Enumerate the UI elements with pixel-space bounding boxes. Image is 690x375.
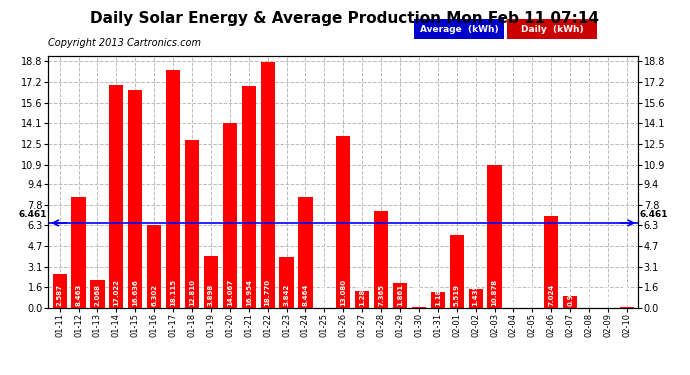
Text: 0.000: 0.000: [586, 284, 592, 306]
Bar: [393, 283, 407, 308]
Text: 1.861: 1.861: [397, 284, 403, 306]
Text: 8.464: 8.464: [302, 284, 308, 306]
Bar: [469, 289, 483, 308]
Text: 6.461: 6.461: [19, 210, 48, 219]
Text: 2.587: 2.587: [57, 285, 63, 306]
Bar: [336, 136, 351, 308]
Bar: [374, 211, 388, 308]
Text: 0.000: 0.000: [322, 284, 327, 306]
Text: 17.022: 17.022: [113, 280, 119, 306]
Bar: [544, 216, 558, 308]
Bar: [261, 62, 275, 308]
Text: 3.898: 3.898: [208, 284, 214, 306]
Text: 1.284: 1.284: [359, 284, 365, 306]
Text: 16.954: 16.954: [246, 279, 252, 306]
Bar: [279, 257, 294, 307]
Bar: [109, 85, 124, 308]
Bar: [298, 197, 313, 308]
Text: 0.013: 0.013: [624, 284, 630, 306]
Text: 1.439: 1.439: [473, 284, 479, 306]
Text: 0.000: 0.000: [529, 284, 535, 306]
Bar: [166, 70, 180, 308]
Bar: [355, 291, 369, 308]
Bar: [185, 140, 199, 308]
Text: 0.911: 0.911: [567, 284, 573, 306]
Text: 0.000: 0.000: [605, 284, 611, 306]
Text: 2.068: 2.068: [95, 285, 101, 306]
Bar: [147, 225, 161, 308]
Text: 8.463: 8.463: [75, 284, 81, 306]
Text: 10.878: 10.878: [491, 279, 497, 306]
Text: 13.080: 13.080: [340, 279, 346, 306]
Bar: [128, 90, 142, 308]
Text: Daily  (kWh): Daily (kWh): [521, 25, 583, 34]
Bar: [90, 280, 105, 308]
Bar: [487, 165, 502, 308]
Bar: [204, 256, 218, 307]
Bar: [223, 123, 237, 308]
Text: 0.056: 0.056: [416, 285, 422, 306]
Text: Copyright 2013 Cartronics.com: Copyright 2013 Cartronics.com: [48, 38, 201, 48]
Text: 0.000: 0.000: [511, 284, 516, 306]
Text: 18.770: 18.770: [265, 279, 270, 306]
Text: 14.067: 14.067: [227, 279, 233, 306]
Text: 3.842: 3.842: [284, 284, 290, 306]
Text: 12.810: 12.810: [189, 279, 195, 306]
Bar: [412, 307, 426, 308]
Bar: [431, 292, 445, 308]
Bar: [563, 296, 578, 307]
Text: 5.519: 5.519: [454, 285, 460, 306]
Text: 6.461: 6.461: [639, 210, 668, 219]
Text: 1.186: 1.186: [435, 284, 441, 306]
Text: 6.302: 6.302: [151, 285, 157, 306]
Text: 7.365: 7.365: [378, 285, 384, 306]
Bar: [72, 197, 86, 308]
Text: 18.115: 18.115: [170, 279, 176, 306]
Text: Average  (kWh): Average (kWh): [420, 25, 498, 34]
Bar: [450, 235, 464, 308]
Text: Daily Solar Energy & Average Production Mon Feb 11 07:14: Daily Solar Energy & Average Production …: [90, 11, 600, 26]
Text: 16.636: 16.636: [132, 280, 138, 306]
Bar: [241, 86, 256, 308]
Bar: [52, 274, 67, 308]
Text: 7.024: 7.024: [549, 284, 554, 306]
